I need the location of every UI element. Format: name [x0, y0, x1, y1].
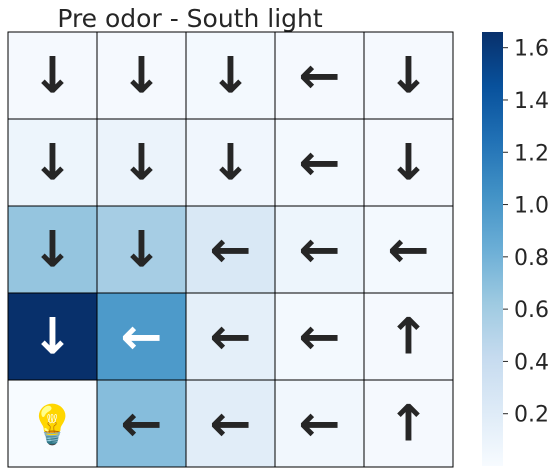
policy-arrow-r3-c1: ←: [121, 308, 163, 366]
heatmap-cell-r0-c3: [274, 31, 365, 120]
heatmap-cell-r3-c0: [7, 292, 98, 381]
colorbar-tick-label: 1.4: [514, 89, 549, 114]
colorbar: [482, 32, 503, 466]
policy-arrow-r0-c4: ↓: [388, 47, 430, 105]
heatmap-cell-r0-c1: [96, 31, 187, 120]
heatmap-cell-r1-c0: [7, 118, 98, 207]
light-bulb-icon: 💡: [29, 403, 76, 447]
policy-arrow-r3-c2: ←: [210, 308, 252, 366]
policy-arrow-r4-c4: ↑: [388, 395, 430, 453]
policy-arrow-r2-c0: ↓: [32, 221, 74, 279]
colorbar-tick-label: 0.8: [514, 246, 549, 271]
policy-arrow-r3-c3: ←: [299, 308, 341, 366]
heatmap-cell-r2-c3: [274, 205, 365, 294]
heatmap-cell-r0-c4: [363, 31, 454, 120]
policy-arrow-r1-c1: ↓: [121, 134, 163, 192]
policy-arrow-r0-c1: ↓: [121, 47, 163, 105]
colorbar-ticks: 0.2 0.4 0.6 0.8 1.0 1.2 1.4 1.6: [503, 37, 549, 428]
policy-arrow-r2-c3: ←: [299, 221, 341, 279]
colorbar-tick-label: 0.6: [514, 298, 549, 323]
heatmap-cell-r2-c2: [185, 205, 276, 294]
policy-arrow-r4-c3: ←: [299, 395, 341, 453]
heatmap-cell-r2-c1: [96, 205, 187, 294]
heatmap-grid: ↓ ↓ ↓ ← ↓ ↓ ↓ ↓ ← ↓ ↓ ↓ ← ← ← ↓ ← ← ← ↑ 💡 ← ← ← ↑: [7, 31, 454, 468]
policy-arrow-r0-c0: ↓: [32, 47, 74, 105]
policy-arrow-r3-c0: ↓: [32, 308, 74, 366]
heatmap-cell-r3-c4: [363, 292, 454, 381]
heatmap-cell-r3-c1: [96, 292, 187, 381]
policy-arrow-r1-c4: ↓: [388, 134, 430, 192]
policy-arrow-r1-c3: ←: [299, 134, 341, 192]
heatmap-cell-r3-c3: [274, 292, 365, 381]
policy-arrow-r1-c0: ↓: [32, 134, 74, 192]
heatmap-cell-r1-c2: [185, 118, 276, 207]
policy-arrow-r0-c2: ↓: [210, 47, 252, 105]
heatmap-cell-r4-c2: [185, 379, 276, 468]
colorbar-tick-label: 1.6: [514, 37, 549, 62]
policy-arrow-r2-c1: ↓: [121, 221, 163, 279]
heatmap-cell-r0-c0: [7, 31, 98, 120]
policy-arrow-r3-c4: ↑: [388, 308, 430, 366]
heatmap-cell-r0-c2: [185, 31, 276, 120]
colorbar-tick-label: 1.0: [514, 194, 549, 219]
policy-arrow-r4-c2: ←: [210, 395, 252, 453]
colorbar-tick-label: 1.2: [514, 141, 549, 166]
heatmap-cell-r1-c4: [363, 118, 454, 207]
heatmap-cell-r4-c1: [96, 379, 187, 468]
colorbar-tick-label: 0.2: [514, 403, 549, 428]
policy-arrow-r0-c3: ←: [299, 47, 341, 105]
chart-title: Pre odor - South light: [57, 4, 323, 33]
heatmap-cell-r4-c4: [363, 379, 454, 468]
colorbar-tick-label: 0.4: [514, 350, 549, 375]
policy-arrow-r4-c1: ←: [121, 395, 163, 453]
heatmap-cell-r3-c2: [185, 292, 276, 381]
policy-arrow-r2-c4: ←: [388, 221, 430, 279]
policy-arrow-r2-c2: ←: [210, 221, 252, 279]
heatmap-cell-r2-c4: [363, 205, 454, 294]
heatmap-cell-r4-c0: [7, 379, 98, 468]
policy-arrow-r1-c2: ↓: [210, 134, 252, 192]
